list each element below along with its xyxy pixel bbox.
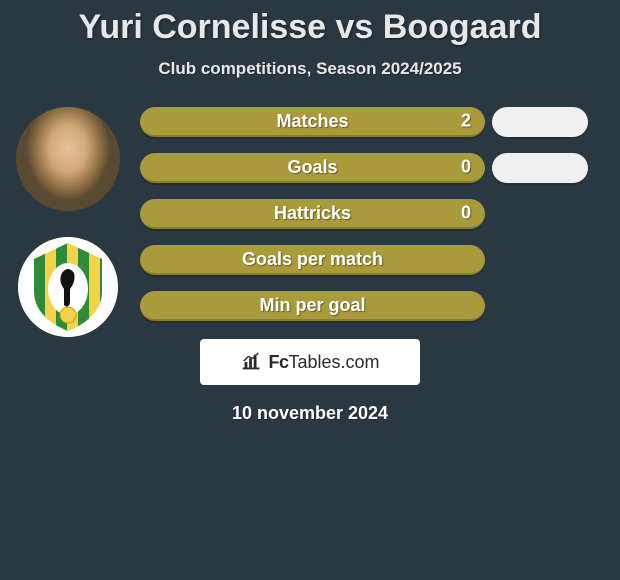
comparison-oval <box>492 107 588 137</box>
stat-value: 2 <box>461 111 471 132</box>
club-badge-icon <box>18 237 118 337</box>
stat-bar: Min per goal <box>140 291 485 321</box>
stat-label: Goals per match <box>242 249 383 270</box>
stat-label: Matches <box>276 111 348 132</box>
stat-value: 0 <box>461 157 471 178</box>
comparison-ovals <box>492 107 588 199</box>
stat-value: 0 <box>461 203 471 224</box>
stat-row-hattricks: Hattricks 0 <box>140 199 485 229</box>
brand-tables: Tables <box>288 352 340 372</box>
stat-row-goals-per-match: Goals per match <box>140 245 485 275</box>
player-avatar <box>16 107 120 211</box>
stat-bar: Goals 0 <box>140 153 485 183</box>
brand-suffix: .com <box>341 352 380 372</box>
stat-bars: Matches 2 Goals 0 Hattricks 0 Goals per … <box>140 107 485 321</box>
stat-bar: Matches 2 <box>140 107 485 137</box>
stat-row-matches: Matches 2 <box>140 107 485 137</box>
brand-text: FcTables.com <box>268 352 379 373</box>
stat-label: Min per goal <box>259 295 365 316</box>
content-area: Matches 2 Goals 0 Hattricks 0 Goals per … <box>0 107 620 321</box>
brand-fc: Fc <box>268 352 288 372</box>
stat-row-goals: Goals 0 <box>140 153 485 183</box>
stat-label: Hattricks <box>274 203 351 224</box>
stat-label: Goals <box>287 157 337 178</box>
page-title: Yuri Cornelisse vs Boogaard <box>0 0 620 47</box>
chart-icon <box>240 351 262 373</box>
footer-date: 10 november 2024 <box>0 403 620 424</box>
club-badge <box>18 237 118 337</box>
brand-badge[interactable]: FcTables.com <box>200 339 420 385</box>
stat-bar: Hattricks 0 <box>140 199 485 229</box>
avatar-placeholder <box>16 107 120 211</box>
page-subtitle: Club competitions, Season 2024/2025 <box>0 59 620 79</box>
stat-bar: Goals per match <box>140 245 485 275</box>
avatar-column <box>8 107 128 337</box>
comparison-oval <box>492 153 588 183</box>
stat-row-min-per-goal: Min per goal <box>140 291 485 321</box>
